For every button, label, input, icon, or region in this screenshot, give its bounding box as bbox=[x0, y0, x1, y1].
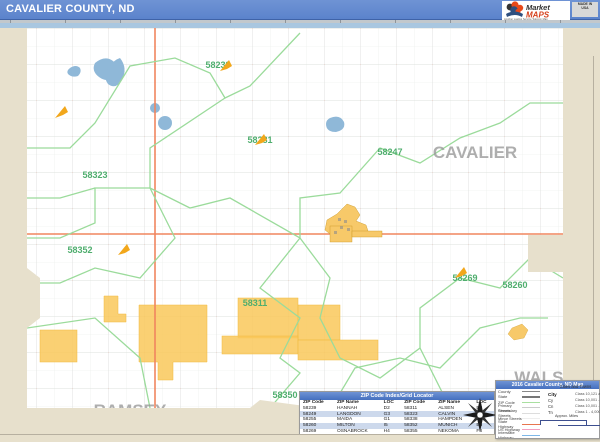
svg-text:58260: 58260 bbox=[502, 280, 527, 290]
svg-text:58311: 58311 bbox=[243, 298, 268, 308]
svg-text:58323: 58323 bbox=[82, 170, 107, 180]
svg-text:58269: 58269 bbox=[452, 273, 477, 283]
svg-text:CAVALIER: CAVALIER bbox=[433, 143, 517, 162]
svg-text:58352: 58352 bbox=[67, 245, 92, 255]
svg-text:58350: 58350 bbox=[272, 390, 297, 400]
svg-text:58247: 58247 bbox=[377, 147, 402, 157]
